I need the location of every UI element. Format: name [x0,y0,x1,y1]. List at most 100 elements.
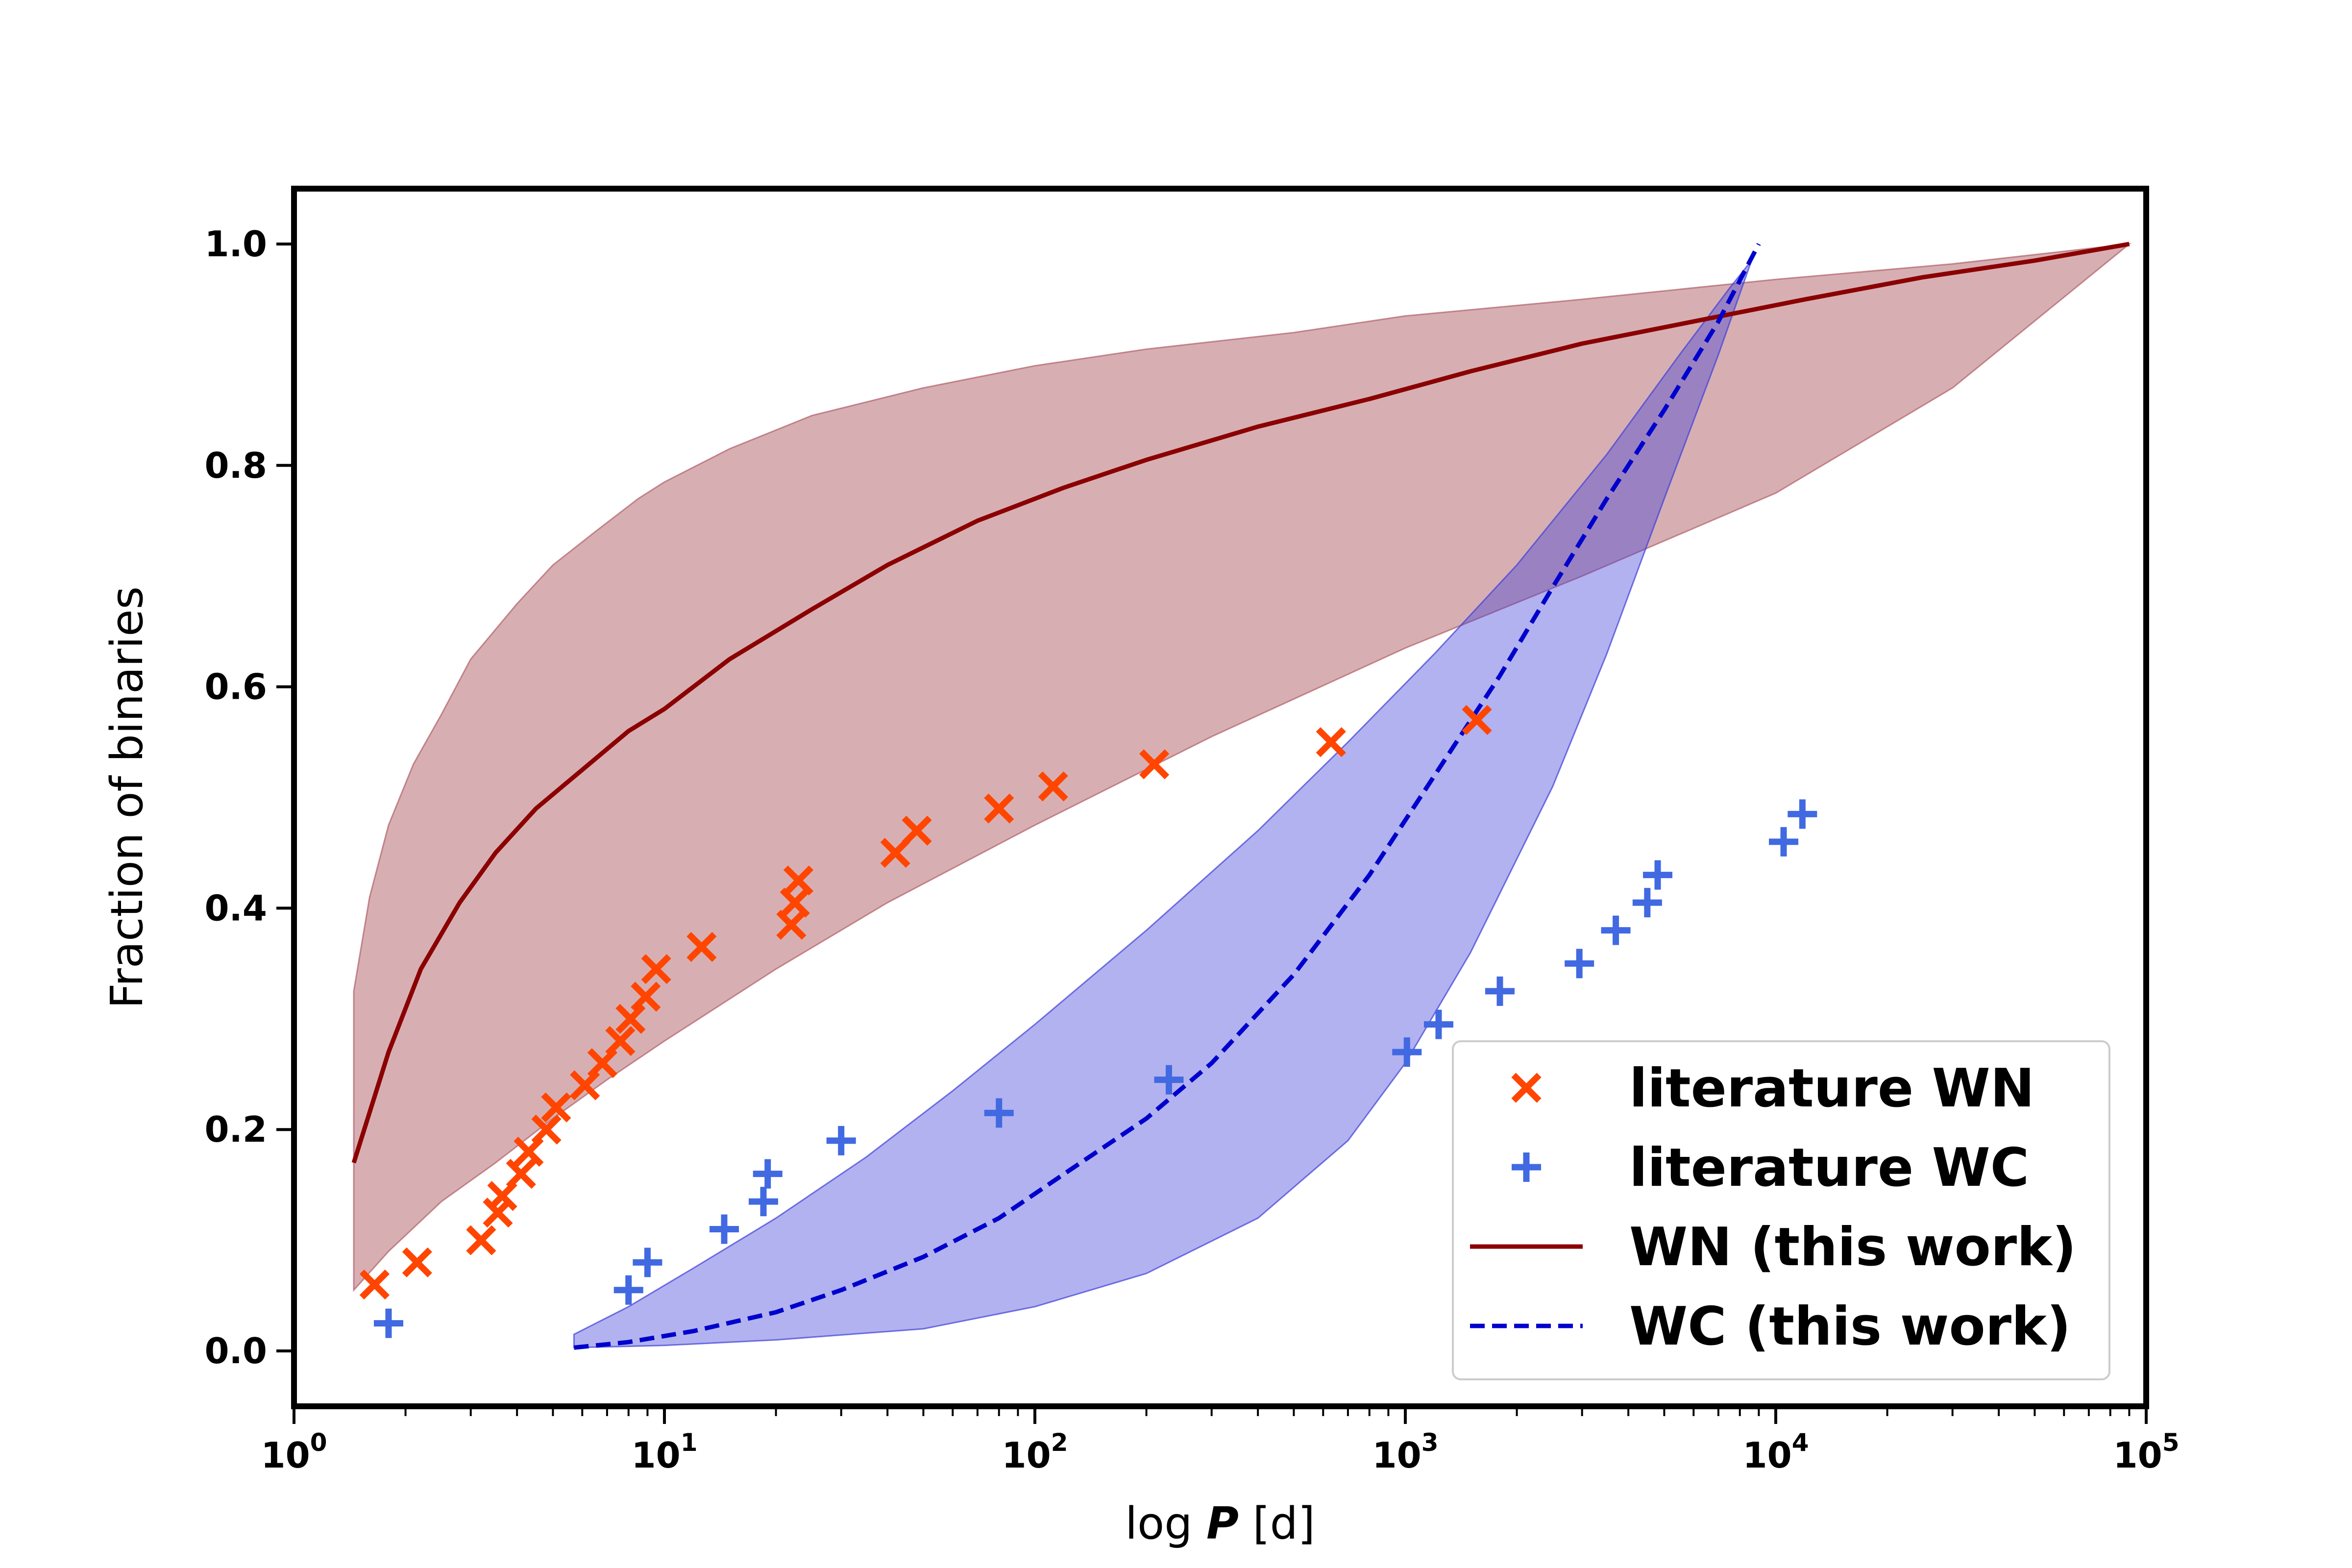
line-wc-this-work [573,243,1761,1350]
legend-label-wc-this-work: WC (this work) [1629,1296,2071,1357]
marker-literature-wc [984,1098,1014,1128]
marker-literature-wn [984,793,1014,824]
marker-stroke [631,981,661,1012]
marker-stroke [531,1114,562,1145]
x-tick-base: 10 [1743,1435,1792,1476]
x-tick-exponent: 0 [310,1428,327,1457]
marker-literature-wn [880,837,910,868]
literature-markers [359,705,1817,1338]
marker-literature-wn [359,1269,390,1300]
y-tick-label: 0.4 [204,887,267,929]
marker-literature-wc [613,1275,643,1305]
marker-literature-wn [686,931,717,962]
x-tick-label: 105 [2113,1428,2180,1476]
marker-stroke [359,1269,390,1300]
marker-literature-wn [776,909,807,940]
x-tick-base: 10 [261,1435,310,1476]
marker-literature-wc [1601,915,1631,945]
marker-literature-wc [1632,888,1662,918]
marker-stroke [776,909,807,940]
y-tick-label: 0.2 [204,1109,267,1150]
marker-literature-wc [826,1126,856,1155]
legend: literature WN literature WC WN (this work)… [1452,1040,2110,1380]
model-lines [351,242,2130,1350]
marker-literature-wn [783,865,814,896]
x-tick-exponent: 2 [1051,1428,1068,1457]
marker-stroke [641,954,671,984]
plot-frame [291,186,2149,1409]
marker-literature-wn [631,981,661,1012]
marker-literature-wn [615,1004,646,1034]
x-tick-label: 102 [1002,1428,1068,1476]
marker-literature-wc [1788,799,1817,829]
marker-stroke [615,1004,646,1034]
marker-literature-wc [709,1214,739,1244]
marker-stroke [466,1225,496,1255]
marker-stroke [1462,705,1492,735]
marker-literature-wn [1139,749,1170,780]
marker-stroke [984,793,1014,824]
marker-literature-wn [402,1247,432,1277]
marker-literature-wc [1423,1009,1453,1039]
y-axis-label: Fraction of binaries [101,587,153,1009]
marker-literature-wn [902,815,932,846]
marker-literature-wn [466,1225,496,1255]
x-tick-exponent: 4 [1792,1428,1809,1457]
x-tick-base: 10 [632,1435,681,1476]
marker-stroke [605,1026,636,1056]
x-tick-base: 10 [1002,1435,1051,1476]
y-tick-label: 0.0 [204,1330,267,1372]
x-tick-label: 100 [261,1428,327,1476]
marker-literature-wc [753,1159,783,1189]
marker-literature-wc [1485,976,1515,1006]
marker-literature-wn [506,1158,536,1189]
marker-literature-wn [1038,771,1068,802]
y-tick-label: 0.6 [204,666,267,708]
x-tick-base: 10 [2113,1435,2162,1476]
y-tick-label: 1.0 [204,223,267,265]
x-axis-label-var: P [1206,1498,1239,1549]
marker-stroke [1139,749,1170,780]
marker-literature-wn [531,1114,562,1145]
marker-literature-wn [570,1070,600,1101]
x-tick-base: 10 [1372,1435,1421,1476]
marker-literature-wc [1392,1037,1422,1067]
marker-literature-wn [641,954,671,984]
marker-stroke [783,865,814,896]
marker-stroke [780,887,810,918]
marker-literature-wn [780,887,810,918]
x-tick-label: 101 [632,1428,698,1476]
line-wn-this-work [351,242,2130,1164]
legend-marker-x [1511,1073,1542,1103]
marker-literature-wc [633,1248,662,1277]
marker-literature-wn [1462,705,1492,735]
x-tick-label: 104 [1743,1428,1809,1476]
marker-literature-wn [541,1092,571,1123]
x-axis-label: log P [d] [1125,1498,1315,1549]
marker-stroke [880,837,910,868]
marker-stroke [1038,771,1068,802]
x-tick-exponent: 1 [681,1428,698,1457]
legend-label-literature-wn: literature WN [1629,1058,2034,1119]
x-axis-label-unit: [d] [1239,1498,1315,1549]
marker-stroke [1316,727,1346,758]
x-tick-label: 103 [1372,1428,1439,1476]
marker-literature-wc [1154,1065,1184,1095]
x-tick-exponent: 3 [1421,1428,1439,1457]
marker-literature-wn [1316,727,1346,758]
legend-box [1452,1040,2110,1380]
x-axis-label-prefix: log [1125,1498,1206,1549]
marker-literature-wc [373,1308,403,1338]
marker-stroke [402,1247,432,1277]
marker-literature-wc [1565,949,1594,979]
marker-literature-wc [1643,860,1673,890]
marker-stroke [686,931,717,962]
x-tick-exponent: 5 [2162,1428,2180,1457]
legend-label-wn-this-work: WN (this work) [1629,1217,2076,1278]
marker-literature-wn [605,1026,636,1056]
legend-label-literature-wc: literature WC [1629,1137,2029,1199]
marker-stroke [570,1070,600,1101]
y-tick-label: 0.8 [204,445,267,486]
